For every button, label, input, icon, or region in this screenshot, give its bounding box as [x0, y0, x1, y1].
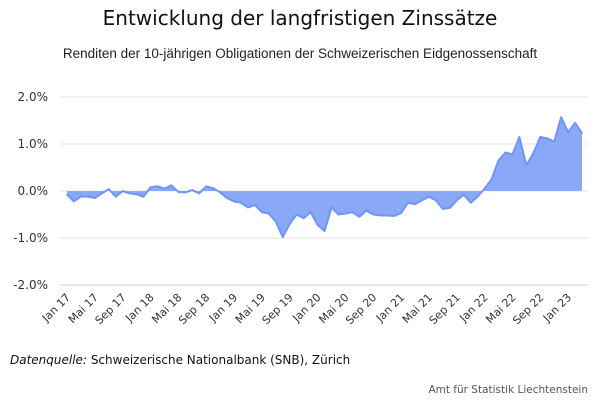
- y-tick-label: 2.0%: [18, 90, 49, 104]
- data-point: [421, 199, 423, 202]
- y-tick-label: -2.0%: [13, 278, 48, 292]
- data-point: [240, 201, 242, 204]
- x-tick-label: Sep 21: [427, 291, 463, 327]
- data-point: [525, 164, 528, 166]
- y-axis: 2.0% 1.0% 0.0% -1.0% -2.0%: [13, 90, 48, 292]
- data-point: [212, 187, 214, 189]
- series-area: [66, 116, 583, 239]
- data-point: [281, 236, 284, 238]
- credit: Amt für Statistik Liechtenstein: [428, 384, 588, 396]
- data-point: [379, 214, 382, 217]
- x-tick-label: Sep 18: [176, 291, 212, 327]
- data-point: [511, 153, 514, 156]
- data-point: [449, 207, 451, 209]
- data-point: [316, 224, 319, 226]
- data-point: [435, 199, 437, 202]
- data-point: [107, 188, 110, 190]
- data-point: [351, 211, 354, 213]
- data-point: [476, 195, 479, 198]
- y-tick-label: -1.0%: [13, 231, 48, 245]
- data-point: [337, 213, 340, 216]
- x-tick-label: Sep 17: [93, 291, 129, 327]
- data-point: [539, 136, 542, 138]
- data-point: [73, 200, 75, 203]
- data-point: [469, 201, 472, 204]
- data-point: [442, 208, 444, 210]
- data-point: [462, 193, 465, 196]
- data-point: [149, 186, 152, 189]
- data-point: [574, 122, 576, 124]
- y-tick-label: 0.0%: [18, 184, 49, 198]
- data-point: [295, 213, 298, 216]
- data-point: [156, 185, 159, 188]
- data-point: [365, 209, 368, 212]
- data-source: Datenquelle: Schweizerische Nationalbank…: [10, 353, 350, 367]
- data-point: [323, 230, 326, 232]
- data-point: [504, 151, 507, 154]
- data-point: [128, 192, 131, 195]
- data-point: [87, 195, 89, 198]
- data-point: [309, 211, 312, 213]
- data-point: [177, 191, 180, 193]
- x-tick-label: Sep 20: [343, 291, 379, 327]
- data-point: [400, 212, 402, 214]
- data-point: [198, 192, 201, 195]
- data-point: [233, 200, 235, 203]
- data-point: [66, 193, 68, 196]
- chart-title: Entwicklung der langfristigen Zinssätze: [102, 6, 498, 30]
- data-point: [302, 217, 305, 220]
- x-tick-label: Sep 19: [260, 291, 296, 327]
- data-point: [490, 178, 493, 181]
- chart-subtitle: Renditen der 10-jährigen Obligationen de…: [62, 46, 538, 61]
- data-point: [372, 213, 375, 216]
- data-point: [344, 212, 347, 215]
- data-point: [288, 223, 291, 225]
- source-label: Datenquelle:: [10, 353, 87, 367]
- data-point: [393, 215, 395, 217]
- data-point: [455, 199, 458, 202]
- data-point: [163, 187, 166, 190]
- data-point: [184, 191, 187, 194]
- gridlines: [60, 96, 588, 286]
- data-point: [247, 206, 249, 209]
- data-point: [219, 191, 221, 194]
- data-point: [191, 189, 194, 191]
- data-point: [142, 195, 145, 198]
- data-point: [80, 195, 82, 198]
- data-point: [560, 116, 562, 119]
- data-point: [114, 195, 117, 198]
- x-tick-label: Jan 23: [540, 291, 574, 325]
- data-point: [101, 192, 103, 195]
- data-point: [226, 197, 228, 199]
- data-point: [135, 193, 138, 196]
- data-point: [518, 136, 521, 138]
- data-point: [483, 187, 486, 190]
- data-point: [567, 131, 569, 134]
- data-point: [170, 184, 173, 187]
- data-point: [94, 197, 96, 199]
- data-point: [121, 190, 124, 192]
- data-point: [254, 204, 256, 206]
- data-point: [358, 216, 361, 218]
- data-point: [205, 185, 207, 188]
- area-fill: [67, 117, 583, 238]
- data-point: [268, 212, 270, 215]
- data-point: [497, 159, 500, 162]
- data-point: [330, 206, 333, 209]
- data-point: [581, 132, 583, 134]
- data-point: [407, 201, 409, 204]
- data-point: [428, 195, 430, 198]
- data-point: [414, 203, 416, 205]
- data-point: [553, 140, 555, 143]
- data-point: [275, 220, 277, 223]
- data-point: [386, 214, 388, 217]
- data-point: [546, 137, 549, 140]
- x-tick-label: Sep 22: [510, 291, 546, 327]
- data-point: [261, 211, 263, 213]
- data-point: [532, 152, 535, 155]
- y-tick-label: 1.0%: [18, 137, 49, 151]
- source-text: Schweizerische Nationalbank (SNB), Züric…: [87, 353, 351, 367]
